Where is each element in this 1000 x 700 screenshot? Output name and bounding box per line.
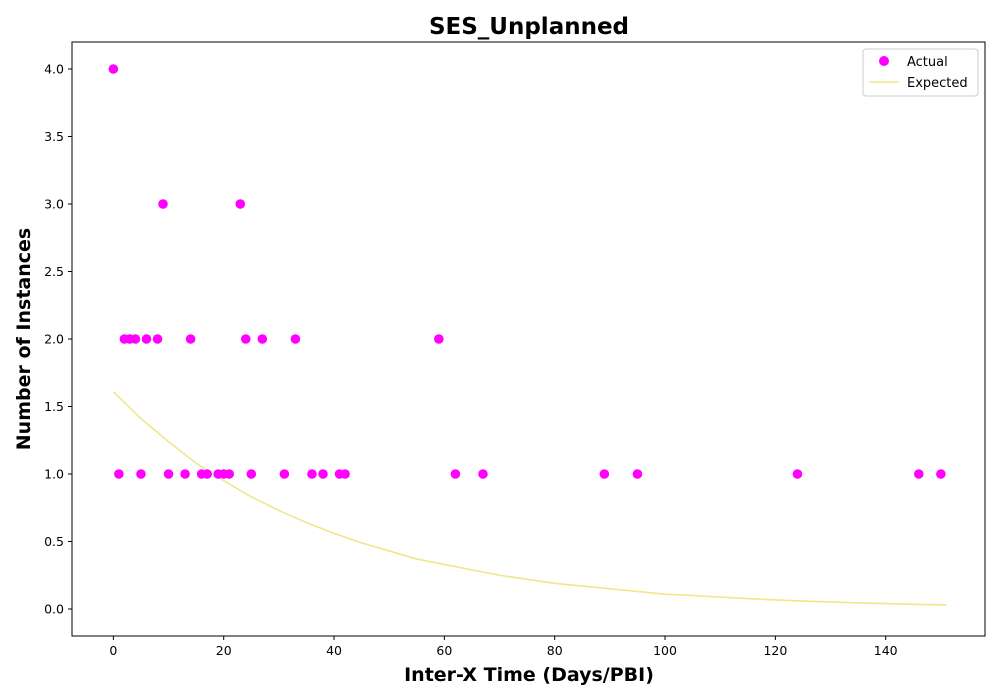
actual-point-23 [307, 469, 317, 479]
y-tick-label-2: 1.0 [44, 467, 64, 482]
actual-point-11 [185, 334, 196, 344]
actual-point-24 [318, 469, 328, 479]
y-tick-label-6: 3.0 [44, 197, 64, 212]
actual-point-27 [434, 334, 444, 344]
actual-point-28 [450, 469, 461, 479]
actual-point-7 [152, 334, 163, 344]
x-tick-label-3: 60 [436, 643, 452, 658]
legend: Actual Expected [862, 48, 979, 97]
actual-point-22 [290, 334, 301, 344]
actual-point-32 [792, 469, 803, 479]
y-tick-label-1: 0.5 [44, 534, 64, 549]
y-tick-label-4: 2.0 [44, 332, 64, 347]
actual-point-13 [202, 469, 212, 479]
actual-point-21 [279, 469, 290, 479]
actual-point-29 [478, 469, 488, 479]
actual-point-30 [599, 469, 610, 479]
actual-point-34 [936, 469, 946, 479]
actual-point-9 [163, 469, 174, 479]
actual-point-31 [632, 469, 643, 479]
x-tick-label-5: 100 [653, 643, 677, 658]
actual-point-16 [224, 469, 235, 479]
x-axis-label: Inter-X Time (Days/PBI) [404, 664, 654, 686]
actual-point-33 [914, 469, 924, 479]
legend-actual-label: Actual [907, 55, 948, 70]
x-tick-label-0: 0 [109, 643, 117, 658]
x-tick-label-4: 80 [547, 643, 563, 658]
y-tick-label-3: 1.5 [44, 399, 64, 414]
actual-point-20 [257, 334, 268, 344]
x-tick-label-6: 120 [763, 643, 787, 658]
y-tick-label-7: 3.5 [44, 129, 64, 144]
actual-point-1 [114, 469, 124, 479]
y-tick-label-0: 0.0 [44, 602, 64, 617]
plot-area: 0 20 40 60 80 100 120 140 0.0 0.5 1.0 1.5 2.0 2.5 3.0 3… [44, 41, 986, 658]
y-tick-label-5: 2.5 [44, 264, 64, 279]
y-tick-label-8: 4.0 [44, 62, 64, 77]
actual-point-10 [180, 469, 190, 479]
expected-line [112, 391, 947, 606]
chart-title: SES_Unplanned [429, 14, 629, 40]
actual-point-0 [108, 64, 119, 74]
actual-point-18 [240, 334, 251, 344]
legend-actual-marker [879, 56, 889, 66]
legend-box [862, 48, 979, 97]
plot-frame [71, 41, 986, 637]
actual-point-17 [235, 199, 246, 209]
actual-point-6 [141, 334, 152, 344]
actual-point-8 [158, 199, 168, 209]
y-axis-label: Number of Instances [13, 228, 35, 450]
actual-point-19 [246, 469, 257, 479]
actual-point-26 [340, 469, 350, 479]
actual-point-5 [136, 469, 146, 479]
x-tick-label-2: 40 [326, 643, 342, 658]
x-tick-label-7: 140 [874, 643, 898, 658]
actual-point-4 [130, 334, 141, 344]
x-tick-label-1: 20 [216, 643, 232, 658]
legend-expected-label: Expected [907, 76, 968, 91]
